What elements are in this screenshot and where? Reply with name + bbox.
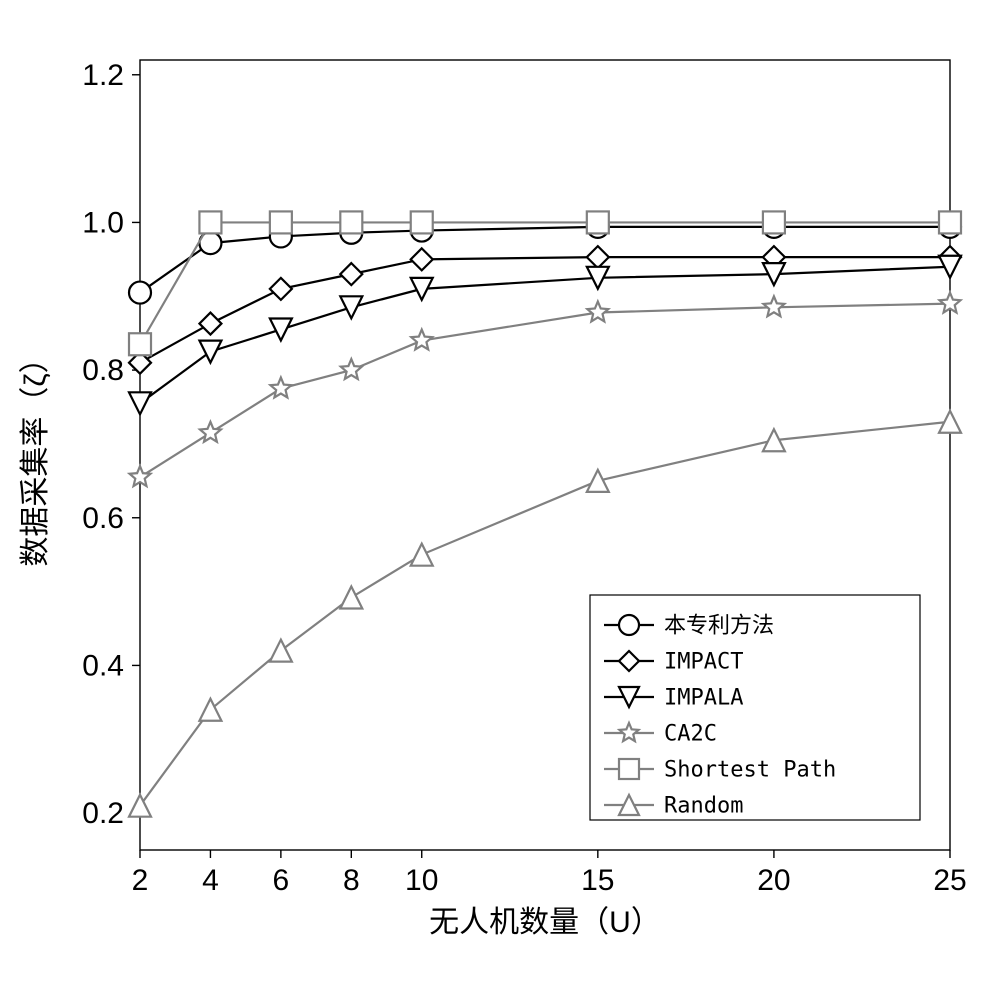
legend-item-shortest: Shortest Path: [604, 757, 836, 782]
y-tick-label: 0.6: [82, 502, 124, 535]
y-tick-label: 0.2: [82, 797, 124, 830]
x-tick-label: 25: [933, 864, 966, 897]
x-tick-label: 20: [757, 864, 790, 897]
legend-label: CA2C: [664, 721, 717, 746]
x-tick-label: 8: [343, 864, 360, 897]
legend-label: 本专利方法: [664, 613, 774, 638]
y-tick-label: 1.0: [82, 206, 124, 239]
y-tick-label: 0.4: [82, 649, 124, 682]
line-chart: 2 4 6 8 10 15 20 25 0.2 0.4 0.6 0.8 1.0 1.2 无人机数量（U） 数据…: [0, 0, 1000, 1000]
legend-item-patent: 本专利方法: [604, 613, 774, 638]
x-tick-label: 15: [581, 864, 614, 897]
x-tick-label: 4: [202, 864, 219, 897]
x-tick-label: 6: [273, 864, 290, 897]
y-axis-label: 数据采集率（ζ）: [19, 343, 52, 566]
legend-label: Random: [664, 793, 743, 818]
y-tick-label: 1.2: [82, 59, 124, 92]
legend-label: IMPACT: [664, 649, 743, 674]
legend-label: IMPALA: [664, 685, 743, 710]
legend: 本专利方法 IMPACT IMPALA CA2C Shortest Path Random: [590, 595, 920, 820]
x-axis-label: 无人机数量（U）: [429, 906, 661, 939]
x-tick-label: 2: [132, 864, 149, 897]
x-tick-label: 10: [405, 864, 438, 897]
y-tick-label: 0.8: [82, 354, 124, 387]
legend-label: Shortest Path: [664, 757, 836, 782]
